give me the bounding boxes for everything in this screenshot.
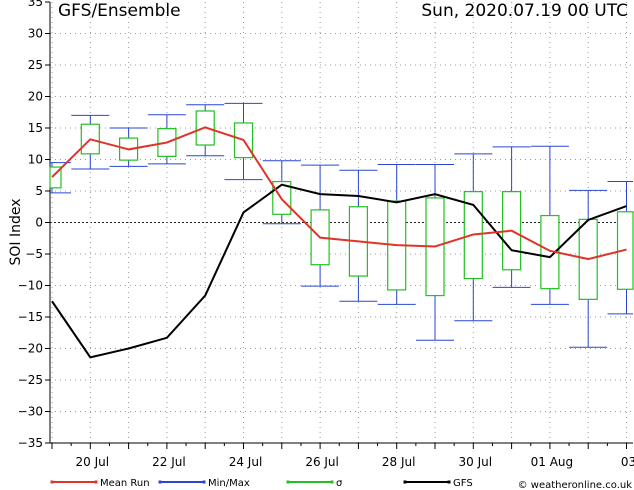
y-tick-label: 5 [35,184,43,198]
chart-title: GFS/Ensemble [58,1,181,21]
chart-subtitle: Sun, 2020.07.19 00 UTC [421,1,628,21]
tick-labels: 35 30 25 20 15 10 5 0 −5 −10 −15 −20 −25 −30 −35 20 Jul… [18,0,634,469]
x-tick-label: 30 Jul [459,455,493,469]
gfs-series-line [51,183,627,359]
credit-text: © weatheronline.co.uk [518,480,633,490]
x-tick-label: 20 Jul [76,455,110,469]
sigma-box [49,166,62,189]
y-tick-label: −30 [18,405,43,419]
y-tick-label: 30 [28,27,43,41]
y-tick-label: −35 [18,436,43,450]
legend-marker-sd [286,480,290,484]
y-tick-label: 35 [28,0,43,9]
x-tick-label: 01 Aug [531,455,574,469]
legend-marker-minmax [158,480,162,484]
legend-marker-mean [94,480,98,484]
y-tick-label: −5 [25,247,43,261]
legend-label-gfs: GFS [453,478,473,489]
y-tick-label: −15 [18,310,43,324]
axes [45,1,633,449]
legend-label-minmax: Min/Max [208,478,250,489]
y-tick-label: 20 [28,90,43,104]
legend-marker-gfs [403,480,407,484]
mean-run-series-line [51,126,627,261]
x-tick-label: 28 Jul [382,455,416,469]
y-tick-label: 25 [28,58,43,72]
y-tick-label: 15 [28,121,43,135]
legend-marker-minmax [202,480,206,484]
x-tick-label: 26 Jul [305,455,339,469]
x-tick-label: 22 Jul [152,455,186,469]
y-tick-label: −20 [18,342,43,356]
legend-label-mean: Mean Run [100,478,150,489]
legend-label-sd: σ [336,478,343,489]
y-tick-label: −10 [18,279,43,293]
legend-marker-mean [50,480,54,484]
x-tick-label: 24 Jul [229,455,263,469]
legend-marker-gfs [447,480,451,484]
y-axis-label: SOI Index [8,198,24,265]
x-tick-label: 03 [621,455,634,469]
y-tick-label: 0 [35,216,43,230]
legend-marker-sd [330,480,334,484]
series-lines [51,126,627,359]
y-tick-label: 10 [28,153,43,167]
legend: Mean Run Min/Max σ GFS [50,478,473,489]
y-tick-label: −25 [18,373,43,387]
